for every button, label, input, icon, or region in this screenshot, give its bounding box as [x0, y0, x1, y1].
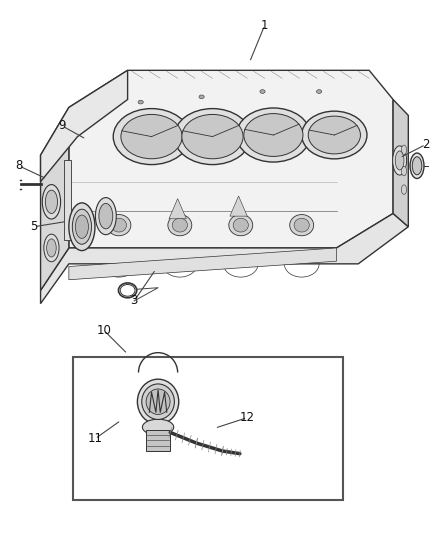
- Ellipse shape: [182, 115, 243, 159]
- Ellipse shape: [142, 419, 174, 435]
- Ellipse shape: [308, 116, 360, 154]
- Ellipse shape: [174, 109, 251, 165]
- Ellipse shape: [395, 151, 404, 170]
- Ellipse shape: [199, 95, 204, 99]
- Ellipse shape: [138, 100, 143, 104]
- Ellipse shape: [260, 90, 265, 93]
- Text: 8: 8: [15, 159, 22, 172]
- Polygon shape: [69, 70, 393, 248]
- Text: 9: 9: [59, 119, 66, 133]
- Ellipse shape: [47, 239, 56, 257]
- Ellipse shape: [294, 218, 309, 232]
- Ellipse shape: [401, 185, 406, 195]
- Ellipse shape: [111, 218, 127, 232]
- Ellipse shape: [237, 108, 311, 162]
- Polygon shape: [169, 199, 186, 219]
- Ellipse shape: [412, 157, 422, 175]
- Ellipse shape: [95, 198, 116, 235]
- Polygon shape: [230, 196, 247, 216]
- Ellipse shape: [121, 115, 182, 159]
- Text: 11: 11: [88, 432, 102, 446]
- Ellipse shape: [146, 389, 170, 415]
- Ellipse shape: [69, 203, 95, 251]
- Ellipse shape: [72, 209, 92, 244]
- Text: 12: 12: [240, 411, 255, 424]
- Bar: [73, 357, 343, 500]
- Ellipse shape: [113, 109, 190, 165]
- Ellipse shape: [168, 215, 192, 236]
- Ellipse shape: [172, 218, 187, 232]
- Polygon shape: [41, 108, 69, 290]
- Ellipse shape: [44, 234, 59, 262]
- Ellipse shape: [107, 215, 131, 236]
- Ellipse shape: [229, 215, 253, 236]
- Ellipse shape: [392, 146, 406, 175]
- Ellipse shape: [142, 384, 174, 419]
- Ellipse shape: [401, 166, 406, 176]
- Bar: [146, 430, 170, 451]
- Ellipse shape: [317, 90, 322, 93]
- Ellipse shape: [244, 114, 303, 156]
- Ellipse shape: [302, 111, 367, 159]
- Ellipse shape: [42, 184, 60, 219]
- Text: 10: 10: [96, 324, 111, 337]
- Polygon shape: [41, 214, 408, 304]
- Polygon shape: [393, 100, 408, 227]
- Polygon shape: [41, 70, 127, 182]
- Text: 2: 2: [422, 138, 430, 151]
- Text: 1: 1: [261, 19, 268, 32]
- Text: 3: 3: [131, 294, 138, 308]
- Ellipse shape: [410, 153, 424, 179]
- Ellipse shape: [75, 215, 88, 238]
- Ellipse shape: [138, 379, 179, 424]
- Ellipse shape: [290, 215, 314, 236]
- Text: 5: 5: [30, 220, 38, 233]
- Ellipse shape: [46, 190, 57, 214]
- Ellipse shape: [401, 145, 406, 155]
- Polygon shape: [69, 248, 336, 280]
- Ellipse shape: [233, 218, 248, 232]
- Ellipse shape: [99, 204, 113, 229]
- Polygon shape: [64, 160, 71, 240]
